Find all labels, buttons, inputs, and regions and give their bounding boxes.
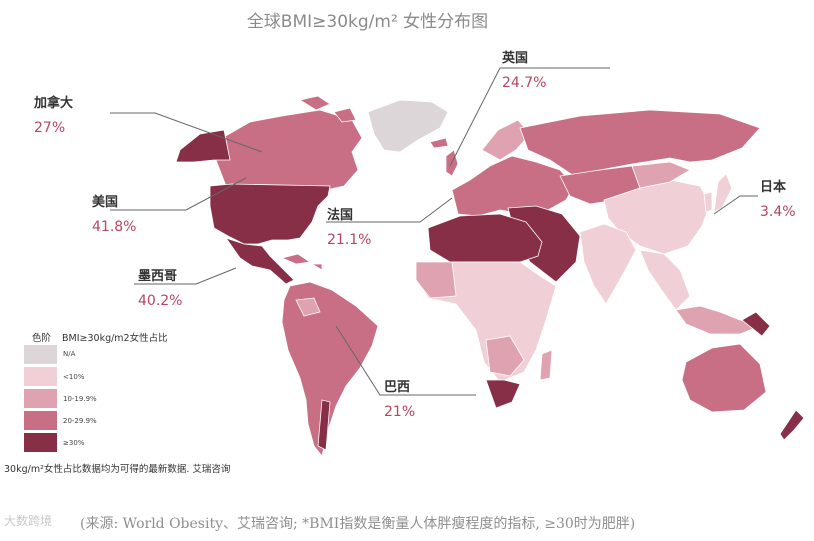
watermark: 大数跨境	[4, 514, 53, 528]
north-africa-region	[427, 213, 543, 263]
label-brazil: 巴西 21%	[384, 376, 415, 420]
europe-region	[451, 155, 575, 217]
label-canada-name: 加拿大	[34, 96, 74, 111]
new-zealand-region	[779, 409, 805, 441]
india-region	[579, 223, 637, 305]
label-mexico: 墨西哥 40.2%	[138, 265, 182, 309]
legend-column-title: BMI≥30kg/m2女性占比	[62, 333, 168, 344]
south-africa-region	[485, 379, 521, 409]
label-france: 法国 21.1%	[327, 204, 371, 248]
greenland-region	[367, 99, 449, 153]
leader-japan	[713, 195, 758, 215]
label-mexico-value: 40.2%	[138, 293, 183, 309]
source-citation: (来源: World Obesity、艾瑞咨询; *BMI指数是衡量人体胖瘦程度…	[80, 516, 636, 532]
legend-label-10-19: 10-19.9%	[63, 395, 97, 403]
alaska-region	[175, 129, 231, 163]
legend-swatch-10-19	[24, 389, 57, 408]
mexico-region	[224, 237, 295, 285]
leader-mexico	[134, 267, 237, 285]
data-note: 30kg/m²女性占比数据均为可得的最新数据. 艾瑞咨询	[4, 464, 231, 475]
label-france-value: 21.1%	[327, 232, 372, 248]
australia-region	[681, 343, 767, 413]
canada-region	[215, 109, 363, 191]
legend-label-na: N/A	[63, 350, 76, 358]
label-brazil-value: 21%	[384, 404, 416, 420]
legend-swatch-lt10	[24, 367, 57, 386]
japan-region	[713, 173, 733, 213]
label-japan-value: 3.4%	[760, 204, 796, 220]
legend-title: 色阶	[32, 333, 52, 344]
map-title: 全球BMI≥30kg/m² 女性分布图	[246, 12, 489, 32]
label-usa-value: 41.8%	[92, 219, 137, 235]
leader-canada	[110, 112, 263, 153]
legend-swatch-20-29	[24, 411, 57, 430]
label-usa-name: 美国	[92, 195, 119, 210]
label-canada: 加拿大 27%	[34, 92, 73, 136]
leader-brazil	[335, 325, 476, 396]
label-japan: 日本 3.4%	[760, 176, 796, 220]
label-uk: 英国 24.7%	[502, 47, 546, 91]
legend-swatch-na	[24, 345, 57, 364]
legend-swatch-ge30	[24, 433, 57, 452]
legend-label-ge30: ≥30%	[63, 439, 85, 447]
label-japan-name: 日本	[760, 180, 787, 195]
legend-label-20-29: 20-29.9%	[63, 417, 97, 425]
label-uk-value: 24.7%	[502, 75, 547, 91]
leader-france	[326, 197, 453, 223]
label-canada-value: 27%	[34, 120, 66, 136]
russia-region	[519, 109, 761, 177]
label-france-name: 法国	[327, 208, 354, 223]
usa-region	[209, 183, 331, 245]
label-mexico-name: 墨西哥	[138, 269, 178, 284]
legend-label-lt10: <10%	[63, 373, 85, 381]
label-usa: 美国 41.8%	[92, 191, 136, 235]
leader-uk	[449, 67, 610, 167]
label-brazil-name: 巴西	[384, 380, 411, 395]
leader-usa	[110, 177, 247, 211]
label-uk-name: 英国	[502, 51, 529, 66]
